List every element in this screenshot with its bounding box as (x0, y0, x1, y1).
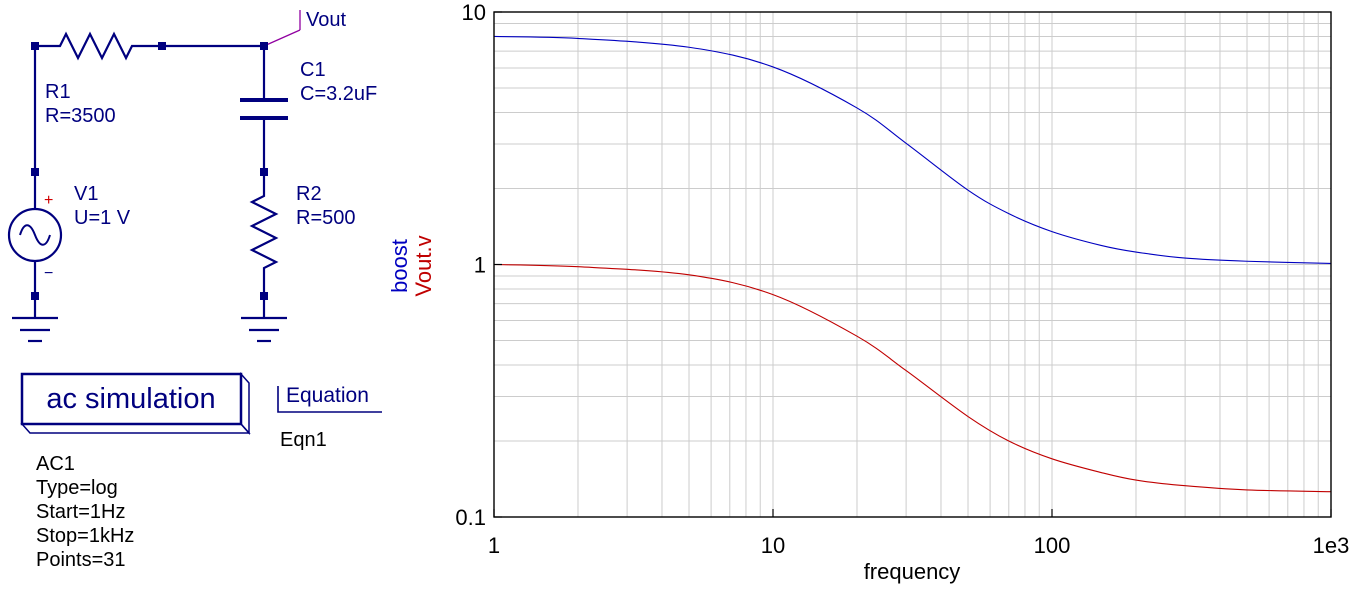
ground-right-icon (241, 296, 287, 343)
equation-block[interactable]: Equation (277, 384, 382, 413)
wire-nodes (31, 42, 268, 300)
r2-name: R2 (296, 183, 322, 205)
ac1-points: Points=31 (36, 549, 126, 571)
x-tick-label: 10 (761, 533, 785, 558)
legend-entry-0: boost (387, 239, 412, 293)
r1-value: R=3500 (45, 105, 116, 127)
c1-value: C=3.2uF (300, 83, 377, 105)
x-tick-label: 100 (1034, 533, 1071, 558)
ac-simulation-block[interactable]: ac simulation (20, 372, 251, 435)
vout-label: Vout (306, 9, 346, 31)
ac1-name: AC1 (36, 453, 75, 475)
equation-name: Eqn1 (280, 429, 327, 451)
series-line-1 (493, 263, 1332, 493)
legend: boostVout.v (387, 235, 436, 296)
r2-resistor[interactable] (249, 172, 279, 296)
v1-value: U=1 V (74, 207, 131, 229)
chart-grid (494, 12, 1331, 517)
legend-entries: boostVout.v (387, 235, 436, 296)
x-tick-label: 1e3 (1313, 533, 1350, 558)
vout-probe-line (263, 29, 301, 47)
r2-value: R=500 (296, 207, 356, 229)
v1-source[interactable] (7, 172, 63, 296)
r1-name: R1 (45, 81, 71, 103)
v1-minus-sign: − (44, 265, 53, 282)
series-line-0 (493, 35, 1332, 264)
v1-name: V1 (74, 183, 98, 205)
ground-left-icon (12, 296, 58, 343)
chart-series (493, 35, 1332, 493)
y-tick-label: 0.1 (455, 505, 486, 530)
x-tick-label: 1 (488, 533, 500, 558)
sim-box-label: ac simulation (46, 383, 215, 415)
schematic: + − Vout R1 R=3500 C1 C (7, 9, 382, 571)
legend-entry-1: Vout.v (411, 235, 436, 296)
c1-name: C1 (300, 59, 326, 81)
y-tick-label: 1 (474, 253, 486, 278)
r1-resistor[interactable] (33, 31, 162, 172)
ac1-stop: Stop=1kHz (36, 525, 134, 547)
ac1-start: Start=1Hz (36, 501, 125, 523)
equation-label: Equation (286, 384, 369, 407)
x-axis-label: frequency (864, 559, 961, 584)
ac1-type: Type=log (36, 477, 118, 499)
v1-plus-sign: + (44, 192, 53, 209)
c1-capacitor[interactable] (240, 46, 288, 172)
y-tick-label: 10 (462, 0, 486, 25)
